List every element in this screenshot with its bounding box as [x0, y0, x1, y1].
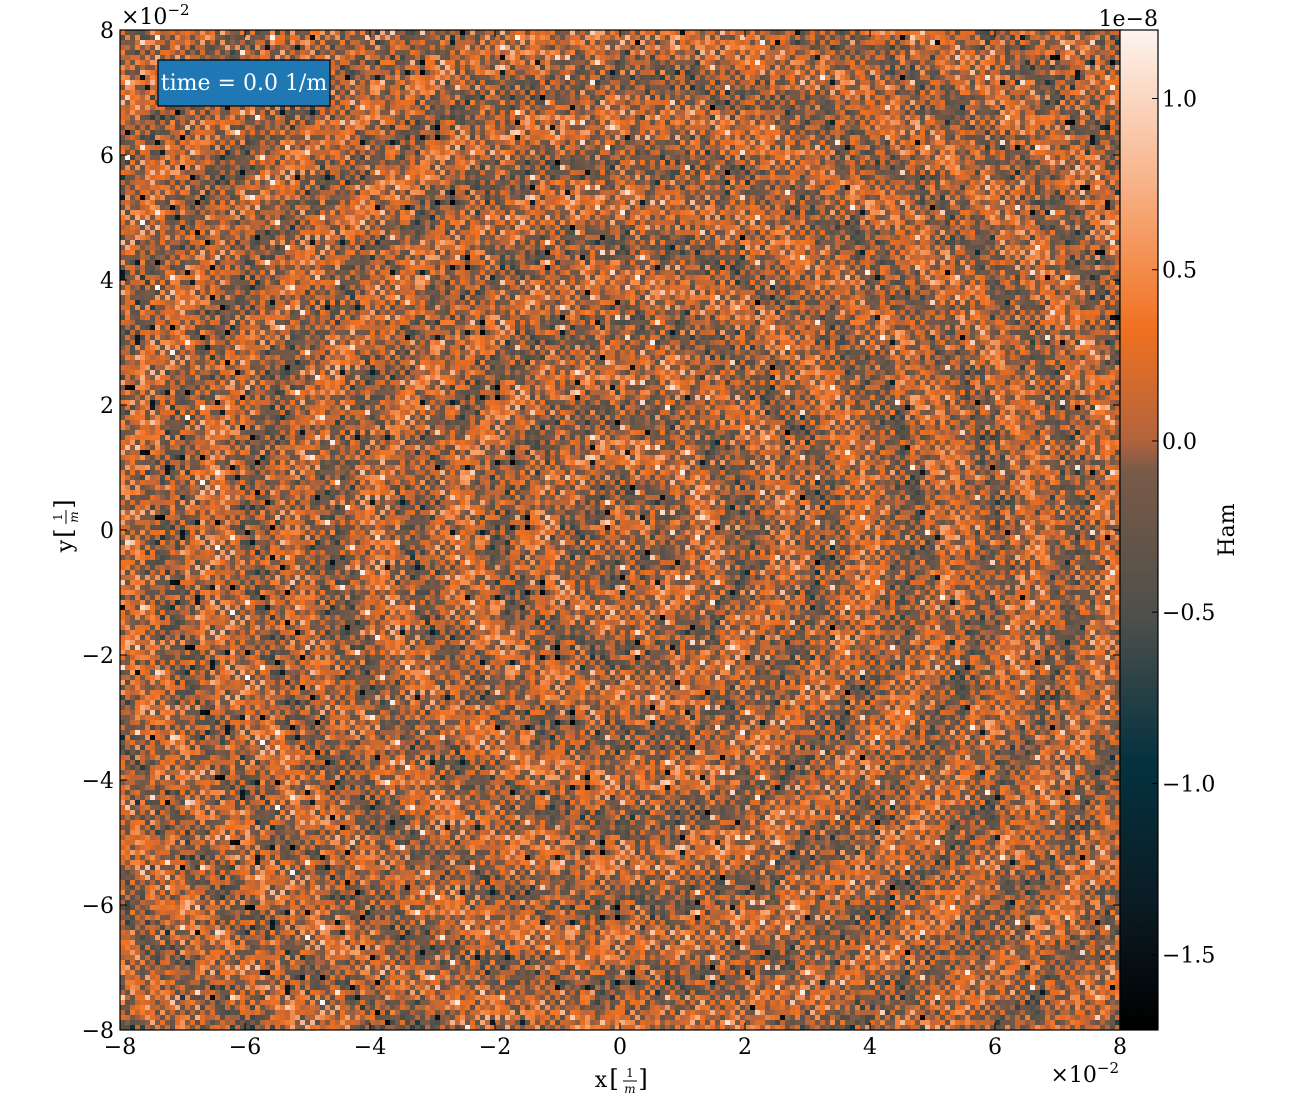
heatmap	[120, 30, 1120, 1030]
y-tick-label: −8	[82, 1019, 114, 1044]
y-axis-ticks: −8 −6 −4 −2 0 2 4 6 8	[82, 19, 1120, 1044]
y-axis-label-unit-den: m	[67, 511, 81, 522]
colorbar-tick-label: 1.0	[1162, 87, 1197, 112]
x-tick-label: 0	[613, 1035, 627, 1060]
x-axis-ticks: −8 −6 −4 −2 0 2 4 6 8	[104, 30, 1127, 1060]
y-tick-label: −4	[82, 769, 114, 794]
colorbar-gradient	[1119, 29, 1159, 1031]
time-annotation-box	[157, 59, 331, 107]
x-tick-label: −6	[229, 1035, 261, 1060]
y-tick-label: −2	[82, 644, 114, 669]
x-axis-label: x [ 1 m ]	[595, 1065, 648, 1096]
y-tick-label: 6	[100, 144, 114, 169]
colorbar-tick-label: −1.5	[1162, 944, 1215, 969]
y-offset-text: ×10−2	[121, 1, 190, 30]
y-tick-label: 0	[100, 519, 114, 544]
x-tick-label: 4	[863, 1035, 877, 1060]
y-tick-label: 4	[100, 269, 114, 294]
colorbar: −1.5 −1.0 −0.5 0.0 0.5 1.0 1e−8 Ham	[1099, 7, 1240, 1031]
y-tick-label: 8	[100, 19, 114, 44]
x-axis-label-unit-bracket-right: ]	[638, 1065, 647, 1093]
y-axis-label-text: y	[53, 539, 78, 553]
colorbar-tick-label: −1.0	[1162, 772, 1215, 797]
x-tick-label: 2	[738, 1035, 752, 1060]
y-axis-label-unit-bracket-left: [	[50, 528, 78, 537]
time-annotation: time = 0.0 1/m	[157, 59, 331, 107]
x-axis-label-text: x	[595, 1068, 608, 1093]
x-axis-label-unit-bracket-left: [	[609, 1065, 618, 1093]
y-tick-label: −6	[82, 894, 114, 919]
x-tick-label: −4	[354, 1035, 386, 1060]
x-tick-label: −8	[104, 1035, 136, 1060]
x-axis-label-unit-num: 1	[626, 1066, 634, 1080]
y-axis-label-unit-num: 1	[51, 513, 65, 521]
x-tick-label: 6	[988, 1035, 1002, 1060]
y-tick-label: 2	[100, 394, 114, 419]
x-offset-text: ×10−2	[1050, 1059, 1119, 1088]
colorbar-ticks: −1.5 −1.0 −0.5 0.0 0.5 1.0	[1152, 87, 1215, 969]
colorbar-tick-label: −0.5	[1162, 601, 1215, 626]
time-annotation-text: time = 0.0 1/m	[161, 71, 328, 96]
colorbar-tick-label: 0.0	[1162, 430, 1197, 455]
x-tick-label: −2	[479, 1035, 511, 1060]
y-axis-label-unit-bracket-right: ]	[50, 499, 78, 508]
heatmap-image	[120, 30, 1120, 1030]
colorbar-label: Ham	[1215, 503, 1240, 556]
colorbar-offset-text: 1e−8	[1099, 7, 1158, 32]
x-axis-label-unit-den: m	[624, 1082, 635, 1096]
y-axis-label: y [ 1 m ]	[50, 499, 81, 553]
colorbar-tick-label: 0.5	[1162, 259, 1197, 284]
x-tick-label: 8	[1113, 1035, 1127, 1060]
